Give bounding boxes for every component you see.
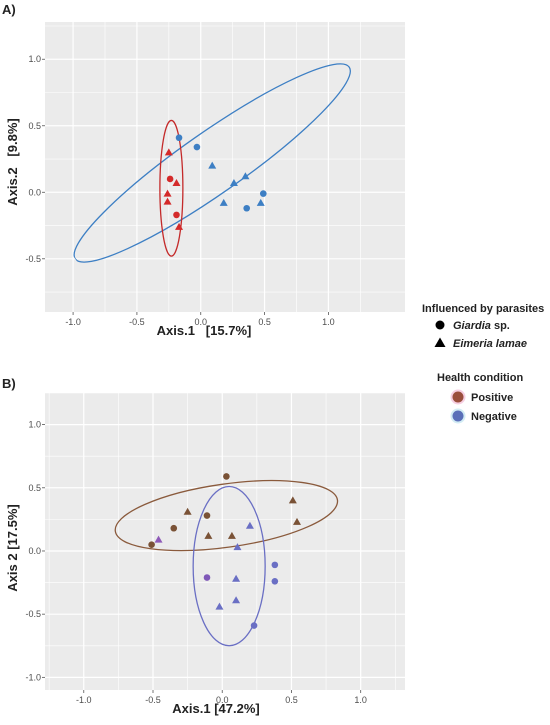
data-point-circle [271, 578, 279, 585]
legend-parasites: Influenced by parasites Giardia sp. Eime… [422, 303, 544, 350]
data-point-triangle [256, 198, 265, 206]
legend-giardia-rest: sp. [491, 320, 510, 332]
x-tick-label: 0.0 [194, 317, 207, 327]
data-point-triangle [208, 161, 217, 169]
data-point-triangle [204, 531, 213, 539]
data-point-circle [203, 574, 211, 581]
legend-positive-swatch [452, 391, 464, 403]
data-point-triangle [241, 172, 250, 180]
data-point-triangle [245, 521, 254, 529]
data-point-triangle [154, 535, 163, 543]
confidence-ellipse [192, 485, 266, 647]
plot-background [45, 393, 405, 690]
y-tick-label: 0.0 [28, 546, 41, 556]
panel-a-xlabel: Axis.1 [15.7%] [157, 323, 252, 338]
y-tick-label: 0.5 [28, 483, 41, 493]
data-point-circle [170, 524, 178, 532]
x-tick-label: 1.0 [354, 695, 367, 705]
data-point-circle [259, 190, 267, 197]
y-tick-label: 1.0 [28, 54, 41, 64]
confidence-ellipse [159, 119, 184, 257]
data-point-circle [175, 134, 183, 142]
legend-negative-label: Negative [471, 411, 517, 423]
y-tick-label: 0.5 [28, 121, 41, 131]
data-point-triangle [288, 496, 297, 504]
data-point-triangle [227, 531, 236, 539]
data-point-triangle [229, 178, 238, 186]
data-point-circle [173, 211, 180, 219]
legend-eimeria-italic: Eimeria lamae [453, 338, 527, 350]
panel-b-xlabel: Axis.1 [47.2%] [172, 701, 259, 716]
x-tick-label: 0.0 [216, 695, 229, 705]
data-point-circle [271, 561, 279, 569]
data-point-triangle [293, 517, 301, 525]
y-tick-label: -1.0 [25, 672, 41, 682]
data-point-circle [243, 204, 251, 212]
legend-health-title: Health condition [437, 372, 523, 384]
data-point-triangle [233, 543, 242, 551]
y-tick-label: 0.0 [28, 187, 41, 197]
legend-negative-swatch [452, 410, 464, 422]
data-point-circle [148, 541, 155, 548]
data-point-triangle [164, 148, 173, 156]
y-tick-label: 1.0 [28, 420, 41, 430]
x-tick-label: 1.0 [322, 317, 335, 327]
legend-eimeria-label: Eimeria lamae [453, 338, 527, 350]
x-tick-label: -0.5 [129, 317, 145, 327]
legend-circle-marker [435, 320, 445, 330]
legend-giardia-italic: Giardia [453, 320, 491, 332]
panel-b-ylabel: Axis 2 [17.5%] [5, 504, 20, 591]
plot-background [45, 22, 405, 312]
data-point-triangle [175, 222, 184, 230]
data-point-triangle [163, 197, 172, 205]
panel-a-label: A) [2, 2, 16, 17]
data-point-circle [166, 175, 174, 183]
confidence-ellipse [73, 63, 351, 263]
data-point-triangle [232, 596, 241, 604]
data-point-circle [250, 622, 258, 629]
data-point-triangle [172, 178, 181, 186]
data-point-circle [193, 143, 201, 151]
x-tick-label: -1.0 [65, 317, 81, 327]
data-point-triangle [232, 574, 241, 582]
x-tick-label: -0.5 [145, 695, 161, 705]
confidence-ellipse [114, 479, 339, 552]
data-point-circle [223, 473, 230, 480]
legend-health: Health condition Positive Negative [437, 372, 523, 424]
data-point-triangle [163, 189, 172, 197]
y-tick-label: -0.5 [25, 254, 41, 264]
y-tick-label: -0.5 [25, 609, 41, 619]
panel-a-plot: -1.0 -0.5 0.0 0.5 1.0 -0.5 0.0 0.5 1.0 [25, 22, 405, 327]
legend-parasites-title: Influenced by parasites [422, 303, 544, 315]
x-tick-label: -1.0 [76, 695, 92, 705]
panel-b-label: B) [2, 376, 16, 391]
data-point-triangle [183, 507, 192, 515]
data-point-triangle [215, 602, 224, 610]
panel-b-plot: -1.0 -0.5 0.0 0.5 1.0 -1.0 -0.5 0.0 0.5 1.0 [25, 392, 405, 705]
legend-giardia-label: Giardia sp. [453, 320, 510, 332]
data-point-circle [203, 512, 211, 519]
x-tick-label: 0.5 [285, 695, 298, 705]
legend-positive-label: Positive [471, 392, 513, 404]
panel-a-ylabel: Axis.2 [9.8%] [5, 118, 20, 205]
x-tick-label: 0.5 [258, 317, 271, 327]
data-point-triangle [219, 198, 228, 206]
legend-triangle-marker [434, 337, 446, 347]
